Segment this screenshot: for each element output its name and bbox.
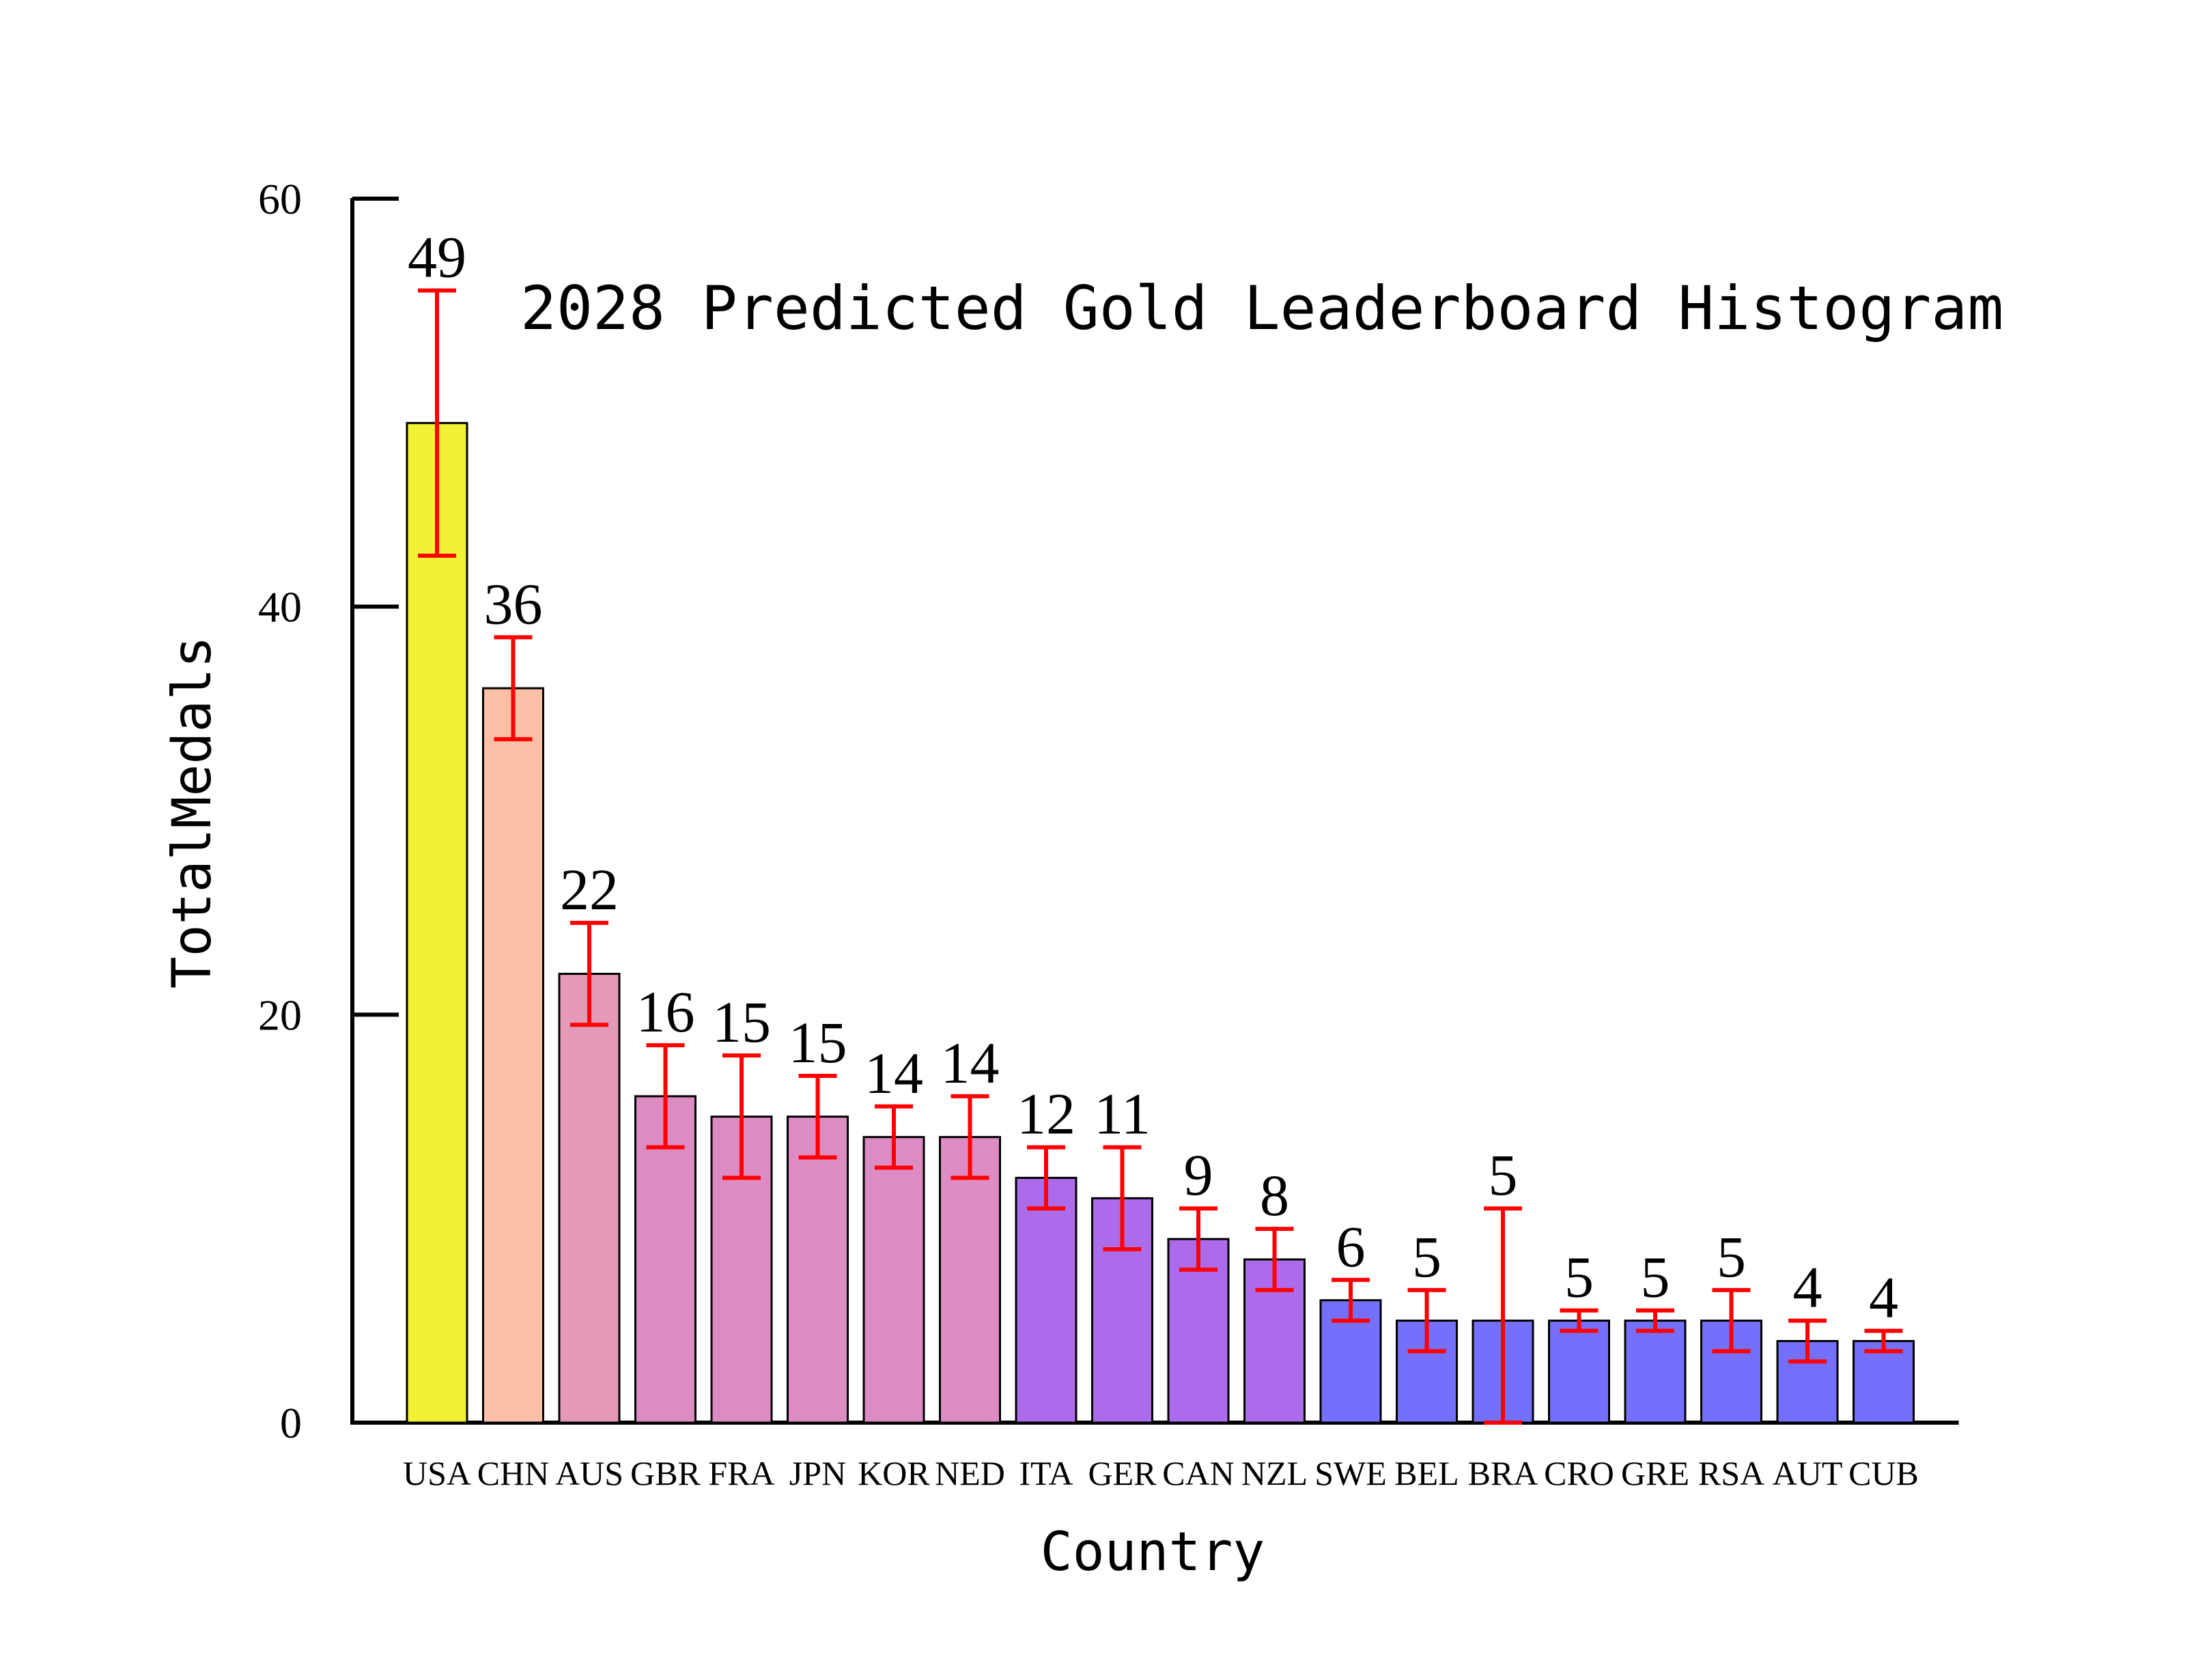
data-label: 6 [1336,1214,1366,1279]
bar [1015,1176,1078,1424]
x-tick-label: NED [935,1454,1005,1492]
x-tick-label: BRA [1468,1454,1538,1492]
data-label: 22 [560,857,619,922]
data-label: 4 [1869,1265,1898,1330]
x-tick-label: AUS [555,1454,623,1492]
data-label: 5 [1412,1224,1441,1290]
data-label: 15 [789,1010,847,1075]
y-tick-label: 0 [280,1399,302,1447]
bar [406,422,468,1424]
data-label: 15 [712,989,771,1055]
data-label: 8 [1260,1163,1289,1228]
error-bars-group [418,288,1903,1425]
x-tick-label: NZL [1241,1454,1308,1492]
x-tick-label: USA [403,1454,471,1492]
data-label: 11 [1094,1081,1151,1147]
y-tick-label: 40 [258,583,302,631]
x-tick-label: CRO [1544,1454,1614,1492]
data-label: 16 [636,979,695,1044]
x-tick-label: ITA [1019,1454,1073,1492]
x-tick-label: BEL [1394,1454,1459,1492]
x-tick-label: GER [1088,1454,1157,1492]
x-tick-label: GBR [630,1454,701,1492]
bars-group [406,422,1915,1424]
x-tick-label: GRE [1621,1454,1689,1492]
x-tick-label: JPN [789,1454,846,1492]
x-tick-label: AUT [1773,1454,1843,1492]
data-label: 5 [1564,1244,1594,1310]
chart-title: 2028 Predicted Gold Leaderboard Histogra… [520,273,2003,343]
data-label: 36 [484,571,543,636]
y-tick-label: 20 [258,991,302,1039]
bar [787,1115,849,1424]
x-tick-label: KOR [858,1454,930,1492]
x-tick-label: RSA [1698,1454,1764,1492]
y-axis-title: TotalMedals [162,636,223,989]
y-tick-label: 60 [258,175,302,223]
bar [1853,1339,1915,1424]
bar [558,973,621,1424]
data-label: 14 [864,1040,923,1106]
data-label: 4 [1793,1255,1822,1320]
x-tick-label: FRA [708,1454,774,1492]
x-tick-label: CAN [1162,1454,1235,1492]
x-tick-label: CUB [1848,1454,1919,1492]
data-label: 5 [1641,1244,1670,1310]
data-label: 5 [1717,1224,1746,1290]
data-label: 5 [1489,1142,1518,1208]
data-label: 12 [1017,1081,1075,1147]
data-label: 9 [1184,1142,1213,1208]
x-tick-label: SWE [1314,1454,1387,1492]
data-label: 49 [408,224,466,289]
x-axis-title: Country [1041,1522,1265,1583]
labels-group: 49USA36CHN22AUS16GBR15FRA15JPN14KOR14NED… [403,224,1919,1492]
bar [1548,1320,1610,1424]
bar [862,1136,925,1424]
bar [1624,1320,1687,1424]
data-label: 14 [941,1030,1000,1096]
x-tick-label: CHN [477,1454,550,1492]
bar [482,687,544,1424]
